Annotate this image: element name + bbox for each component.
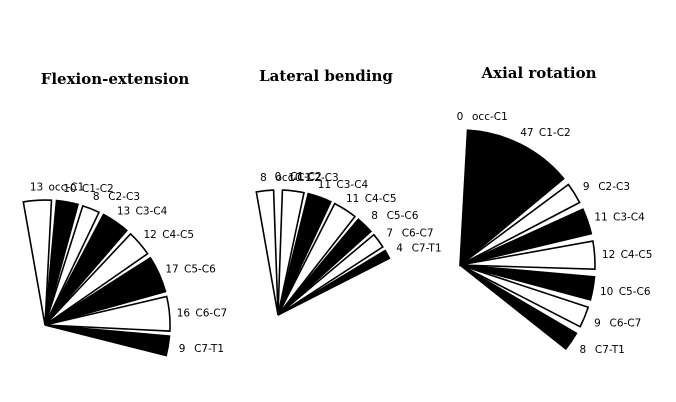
value-label-c5-c6: 17 bbox=[165, 264, 178, 276]
value-label-c2-c3: 10 bbox=[288, 172, 301, 184]
value-label-c4-c5: 12 bbox=[144, 229, 157, 241]
wedge-occ-c1 bbox=[255, 189, 279, 316]
wedge-c7-t1 bbox=[459, 264, 578, 351]
wedge-c7-t1 bbox=[277, 249, 391, 316]
segment-label-c2-c3: C2-C3 bbox=[108, 191, 140, 203]
value-label-c1-c2: 0 bbox=[275, 171, 282, 183]
value-label-c4-c5: 11 bbox=[346, 193, 359, 205]
segment-label-c7-t1: C7-T1 bbox=[194, 343, 224, 355]
value-label-occ-c1: 13 bbox=[30, 181, 43, 193]
value-label-c2-c3: 9 bbox=[583, 181, 590, 193]
segment-label-c1-c2: C1-C2 bbox=[539, 127, 571, 139]
wedge-c3-c4 bbox=[44, 213, 128, 326]
wedge-c4-c5 bbox=[44, 232, 149, 326]
wedge-c4-c5 bbox=[277, 202, 357, 316]
segment-label-c4-c5: C4-C5 bbox=[162, 229, 194, 241]
segment-label-c5-c6: C5-C6 bbox=[184, 264, 216, 276]
segment-label-c6-c7: C6-C7 bbox=[402, 227, 434, 239]
segment-label-c3-c4: C3-C4 bbox=[336, 179, 368, 191]
wedge-c2-c3 bbox=[277, 189, 305, 316]
panel-title: Lateral bending bbox=[259, 67, 393, 85]
segment-label-c7-t1: C7-T1 bbox=[412, 243, 442, 255]
wedge-c1-c2 bbox=[44, 199, 79, 326]
segment-label-c4-c5: C4-C5 bbox=[365, 193, 397, 205]
wedge-c5-c6 bbox=[44, 256, 167, 326]
value-label-c6-c7: 7 bbox=[386, 227, 393, 239]
value-label-c7-t1: 8 bbox=[580, 344, 587, 356]
wedge-c5-c6 bbox=[277, 218, 373, 316]
value-label-c5-c6: 10 bbox=[600, 286, 613, 298]
segment-label-c6-c7: C6-C7 bbox=[195, 307, 227, 319]
panel-title: Axial rotation bbox=[480, 64, 596, 82]
value-label-c6-c7: 16 bbox=[177, 307, 191, 319]
segment-label-c6-c7: C6-C7 bbox=[610, 318, 642, 330]
wedge-c3-c4 bbox=[277, 192, 332, 316]
value-label-occ-c1: 0 bbox=[457, 111, 464, 123]
wedge-c4-c5 bbox=[459, 240, 596, 271]
segment-label-c3-c4: C3-C4 bbox=[613, 212, 645, 224]
value-label-c5-c6: 8 bbox=[371, 210, 378, 222]
segment-label-c4-c5: C4-C5 bbox=[621, 249, 653, 261]
wedge-c3-c4 bbox=[459, 208, 593, 266]
wedge-c6-c7 bbox=[44, 295, 171, 332]
segment-label-c5-c6: C5-C6 bbox=[387, 210, 419, 222]
segment-label-c1-c2: C1-C2 bbox=[290, 171, 322, 183]
value-label-c1-c2: 10 bbox=[63, 183, 76, 195]
value-label-c3-c4: 11 bbox=[594, 212, 607, 224]
wedge-c7-t1 bbox=[44, 324, 171, 357]
wedge-c6-c7 bbox=[277, 233, 384, 316]
value-label-c2-c3: 8 bbox=[93, 191, 100, 203]
wedge-occ-c1 bbox=[22, 199, 53, 326]
wedge-c2-c3 bbox=[459, 183, 581, 266]
value-label-c6-c7: 9 bbox=[594, 318, 601, 330]
wedge-c1-c2 bbox=[459, 129, 565, 267]
segment-label-c1-c2: C1-C2 bbox=[82, 183, 114, 195]
segment-label-c2-c3: C2-C3 bbox=[598, 181, 630, 193]
wedge-c2-c3 bbox=[44, 204, 101, 326]
value-label-c7-t1: 9 bbox=[179, 343, 186, 355]
segment-label-c5-c6: C5-C6 bbox=[619, 286, 651, 298]
value-label-c3-c4: 13 bbox=[117, 205, 130, 217]
segment-label-occ-c1: occ-C1 bbox=[49, 181, 85, 193]
segment-label-c3-c4: C3-C4 bbox=[136, 205, 168, 217]
value-label-c4-c5: 12 bbox=[602, 249, 615, 261]
wedge-c6-c7 bbox=[459, 264, 590, 328]
panel-axial-rotation: Axial rotation 0 occ-C1 47 C1-C2 9 C2-C3 11 C3-… bbox=[457, 64, 653, 356]
value-label-c7-t1: 4 bbox=[396, 243, 403, 255]
value-label-occ-c1: 8 bbox=[260, 172, 267, 184]
segment-label-c7-t1: C7-T1 bbox=[595, 344, 625, 356]
value-label-c1-c2: 47 bbox=[520, 127, 533, 139]
segment-label-occ-c1: occ-C1 bbox=[276, 172, 312, 184]
wedge-c5-c6 bbox=[459, 264, 596, 301]
panel-title: Flexion-extension bbox=[41, 70, 190, 88]
segment-label-c2-c3: C2-C3 bbox=[307, 172, 339, 184]
value-label-c3-c4: 11 bbox=[318, 179, 331, 191]
segment-label-occ-c1: occ-C1 bbox=[472, 111, 508, 123]
